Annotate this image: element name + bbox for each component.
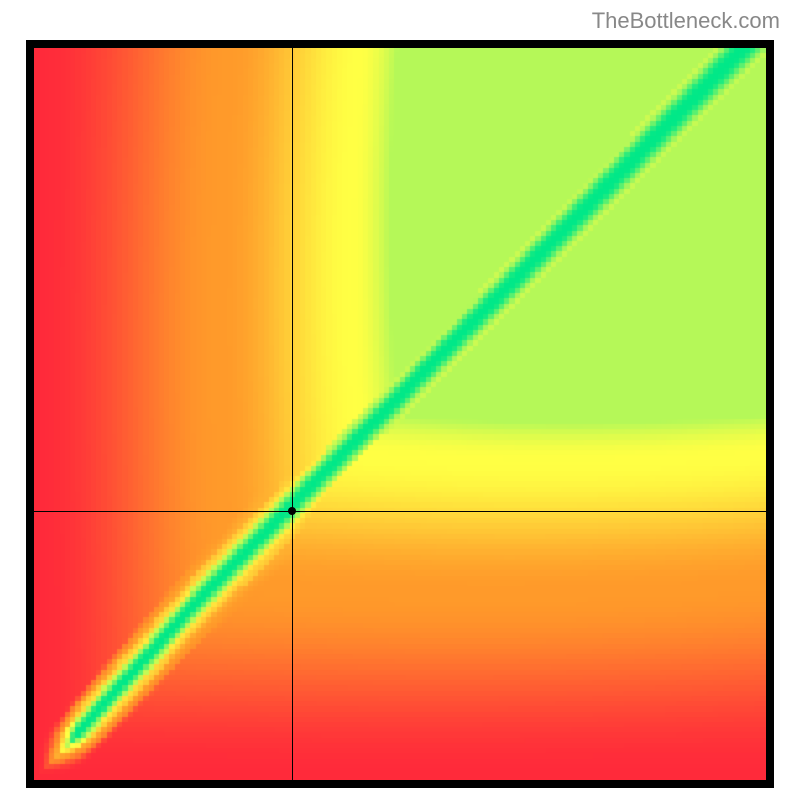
heatmap-canvas	[34, 48, 766, 780]
crosshair-horizontal	[34, 511, 766, 512]
container: TheBottleneck.com	[0, 0, 800, 800]
plot-area	[34, 48, 766, 780]
chart-frame	[26, 40, 774, 788]
crosshair-vertical	[292, 48, 293, 780]
marker-dot	[288, 507, 296, 515]
watermark-text: TheBottleneck.com	[592, 8, 780, 34]
